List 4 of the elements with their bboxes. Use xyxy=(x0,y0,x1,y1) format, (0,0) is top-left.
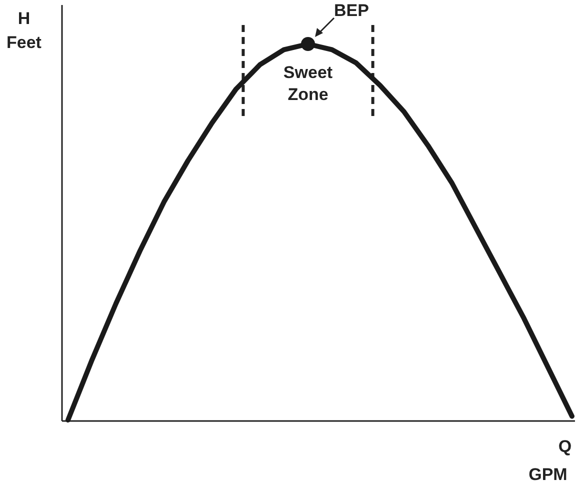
y-axis-title: H Feet xyxy=(6,9,42,52)
annotation: Sweet Zone xyxy=(283,63,333,104)
text: BEP xyxy=(334,1,369,20)
x-axis-title: Q GPM xyxy=(528,437,572,484)
